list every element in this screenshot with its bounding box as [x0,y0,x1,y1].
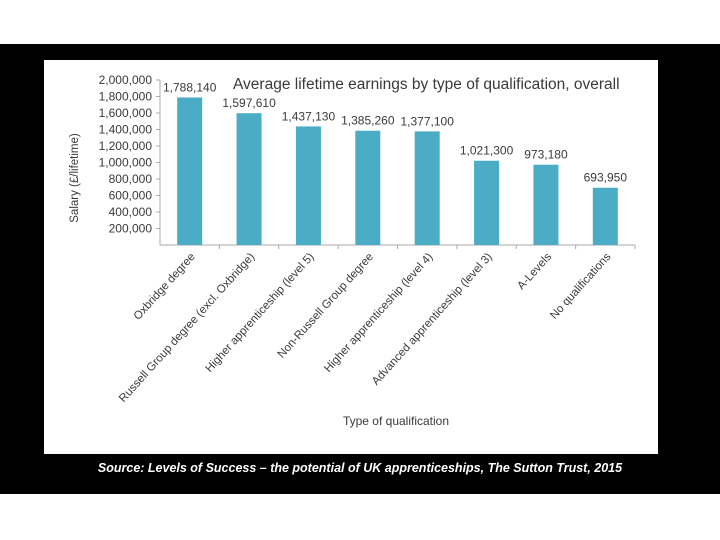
x-tick-label: No qualifications [548,251,614,322]
bar-value-label: 1,437,130 [282,109,336,123]
bar [414,131,440,245]
x-tick-label: Higher apprenticeship (level 4) [322,251,435,375]
y-tick-label: 1,800,000 [99,90,153,104]
bar-value-label: 1,377,100 [400,114,454,128]
chart-title: Average lifetime earnings by type of qua… [233,76,620,93]
x-tick-label: Russell Group degree (excl. Oxbridge) [117,251,257,405]
y-tick-label: 1,400,000 [99,123,153,137]
bar-chart: Average lifetime earnings by type of qua… [69,73,636,428]
bar [177,97,203,245]
x-tick-label: Advanced apprenticeship (level 3) [370,251,495,388]
y-tick-label: 200,000 [109,222,153,236]
x-tick-label: Higher apprenticeship (level 5) [203,251,316,375]
x-tick-label: Non-Russell Group degree [276,251,376,361]
bar-value-label: 1,385,260 [341,114,395,128]
chart-panel: Average lifetime earnings by type of qua… [44,60,658,454]
x-tick-label: A-Levels [515,251,554,292]
bar [592,187,618,245]
y-tick-label: 400,000 [109,205,153,219]
bar [295,126,321,245]
bar-value-label: 1,597,610 [222,96,276,110]
bar [474,160,500,245]
y-tick-label: 1,600,000 [99,106,153,120]
y-tick-label: 600,000 [109,189,153,203]
y-axis-label: Salary (£/lifetime) [69,133,81,223]
bar [533,164,559,245]
bar [236,113,262,245]
y-tick-label: 800,000 [109,172,153,186]
x-axis-label: Type of qualification [343,414,449,428]
bar-value-label: 1,021,300 [460,144,514,158]
source-caption: Source: Levels of Success – the potentia… [97,461,623,475]
bar-value-label: 693,950 [584,171,628,185]
slide-background: Average lifetime earnings by type of qua… [0,44,720,494]
y-tick-label: 2,000,000 [99,73,153,87]
bar [355,130,381,245]
bar-value-label: 1,788,140 [163,80,217,94]
bar-value-label: 973,180 [524,148,568,162]
y-tick-label: 1,000,000 [99,156,153,170]
x-tick-label: Oxbridge degree [132,251,198,323]
y-tick-label: 1,200,000 [99,139,153,153]
